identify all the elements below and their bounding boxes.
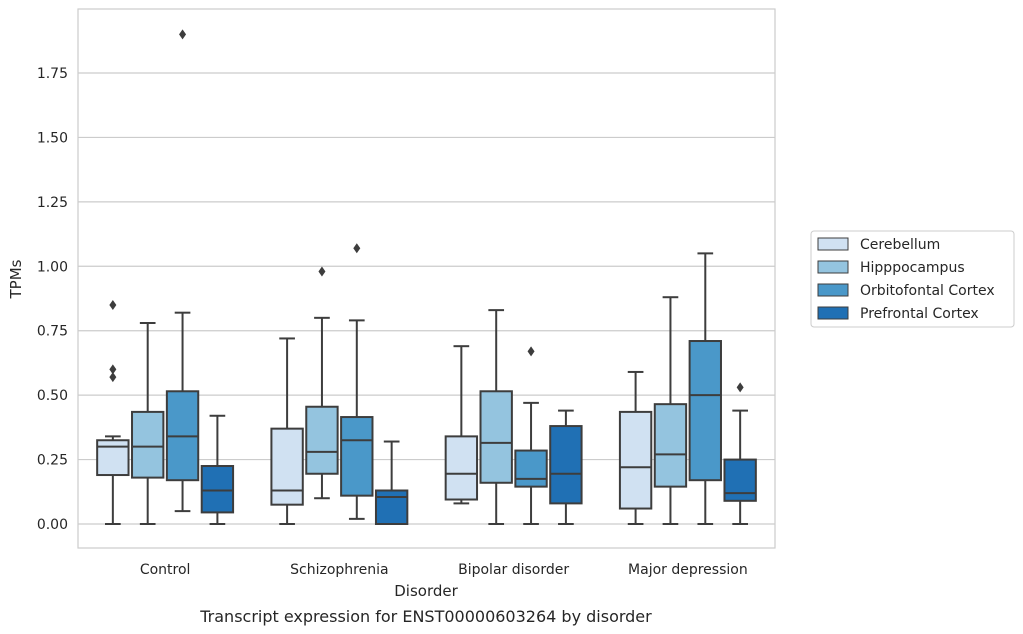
outlier-point [527,346,535,357]
outlier-point [109,372,117,383]
y-tick-label: 0.00 [37,517,68,533]
x-tick-label: Control [140,562,191,578]
y-tick-label: 1.75 [37,66,68,82]
outlier-point [109,364,117,375]
y-tick-labels: 0.00 0.25 0.50 0.75 1.00 1.25 1.50 1.75 [37,66,68,533]
box-orbitofontal-cortex [165,29,200,513]
y-tick-label: 1.25 [37,195,68,211]
box-iqr [723,458,757,502]
y-tick-label: 0.75 [37,324,68,340]
legend-label: Orbitofontal Cortex [860,283,995,299]
plot-area-frame [77,8,776,549]
x-tick-labels: Control Schizophrenia Bipolar disorder Majo… [140,562,748,578]
legend: Cerebellum Hipppocampus Orbitofontal Corte… [810,230,1015,328]
box-iqr [618,410,653,510]
outlier-point [353,243,361,254]
box-prefrontal-cortex [549,409,583,525]
outlier-point [179,29,187,40]
box-iqr [479,390,513,484]
x-tick-label: Schizophrenia [290,562,388,578]
box-cerebellum [96,299,130,525]
y-tick-label: 1.50 [37,130,68,146]
legend-label: Cerebellum [860,237,940,253]
box-hipppocampus [479,309,513,525]
box-prefrontal-cortex [200,414,235,525]
box-orbitofontal-cortex [688,252,722,525]
y-axis-title: TPMs [7,259,25,299]
legend-swatch [817,260,849,274]
legend-swatch [817,283,849,297]
box-hipppocampus [653,296,688,525]
box-iqr [340,416,374,497]
box-hipppocampus [131,321,165,525]
box-cerebellum [444,345,479,505]
legend-swatch [817,237,849,251]
legend-frame [810,230,1015,328]
legend-label: Prefrontal Cortex [860,306,979,322]
box-hipppocampus [305,266,339,500]
box-iqr [444,435,479,501]
outlier-point [318,266,326,277]
box-cerebellum [618,370,653,525]
box-orbitofontal-cortex [340,243,374,520]
box-orbitofontal-cortex [514,346,548,525]
box-iqr [305,405,339,475]
box-iqr [374,489,409,525]
x-axis-title: Disorder [394,582,458,600]
box-iqr [96,439,130,477]
y-tick-label: 0.25 [37,453,68,469]
outlier-point [109,299,117,310]
box-plots [96,29,757,525]
y-tick-label: 0.50 [37,388,68,404]
chart-caption: Transcript expression for ENST0000060326… [199,607,652,626]
box-iqr [653,403,688,488]
box-prefrontal-cortex [723,382,757,525]
x-tick-label: Bipolar disorder [458,562,569,578]
box-iqr [688,340,722,482]
legend-label: Hipppocampus [860,260,965,276]
y-tick-label: 1.00 [37,259,68,275]
outlier-point [736,382,744,393]
box-iqr [200,465,235,514]
box-iqr [549,425,583,505]
legend-swatch [817,306,849,320]
box-prefrontal-cortex [374,440,409,525]
box-iqr [514,449,548,488]
x-tick-label: Major depression [628,562,748,578]
box-cerebellum [270,337,304,525]
box-iqr [131,410,165,479]
box-iqr [270,427,304,506]
